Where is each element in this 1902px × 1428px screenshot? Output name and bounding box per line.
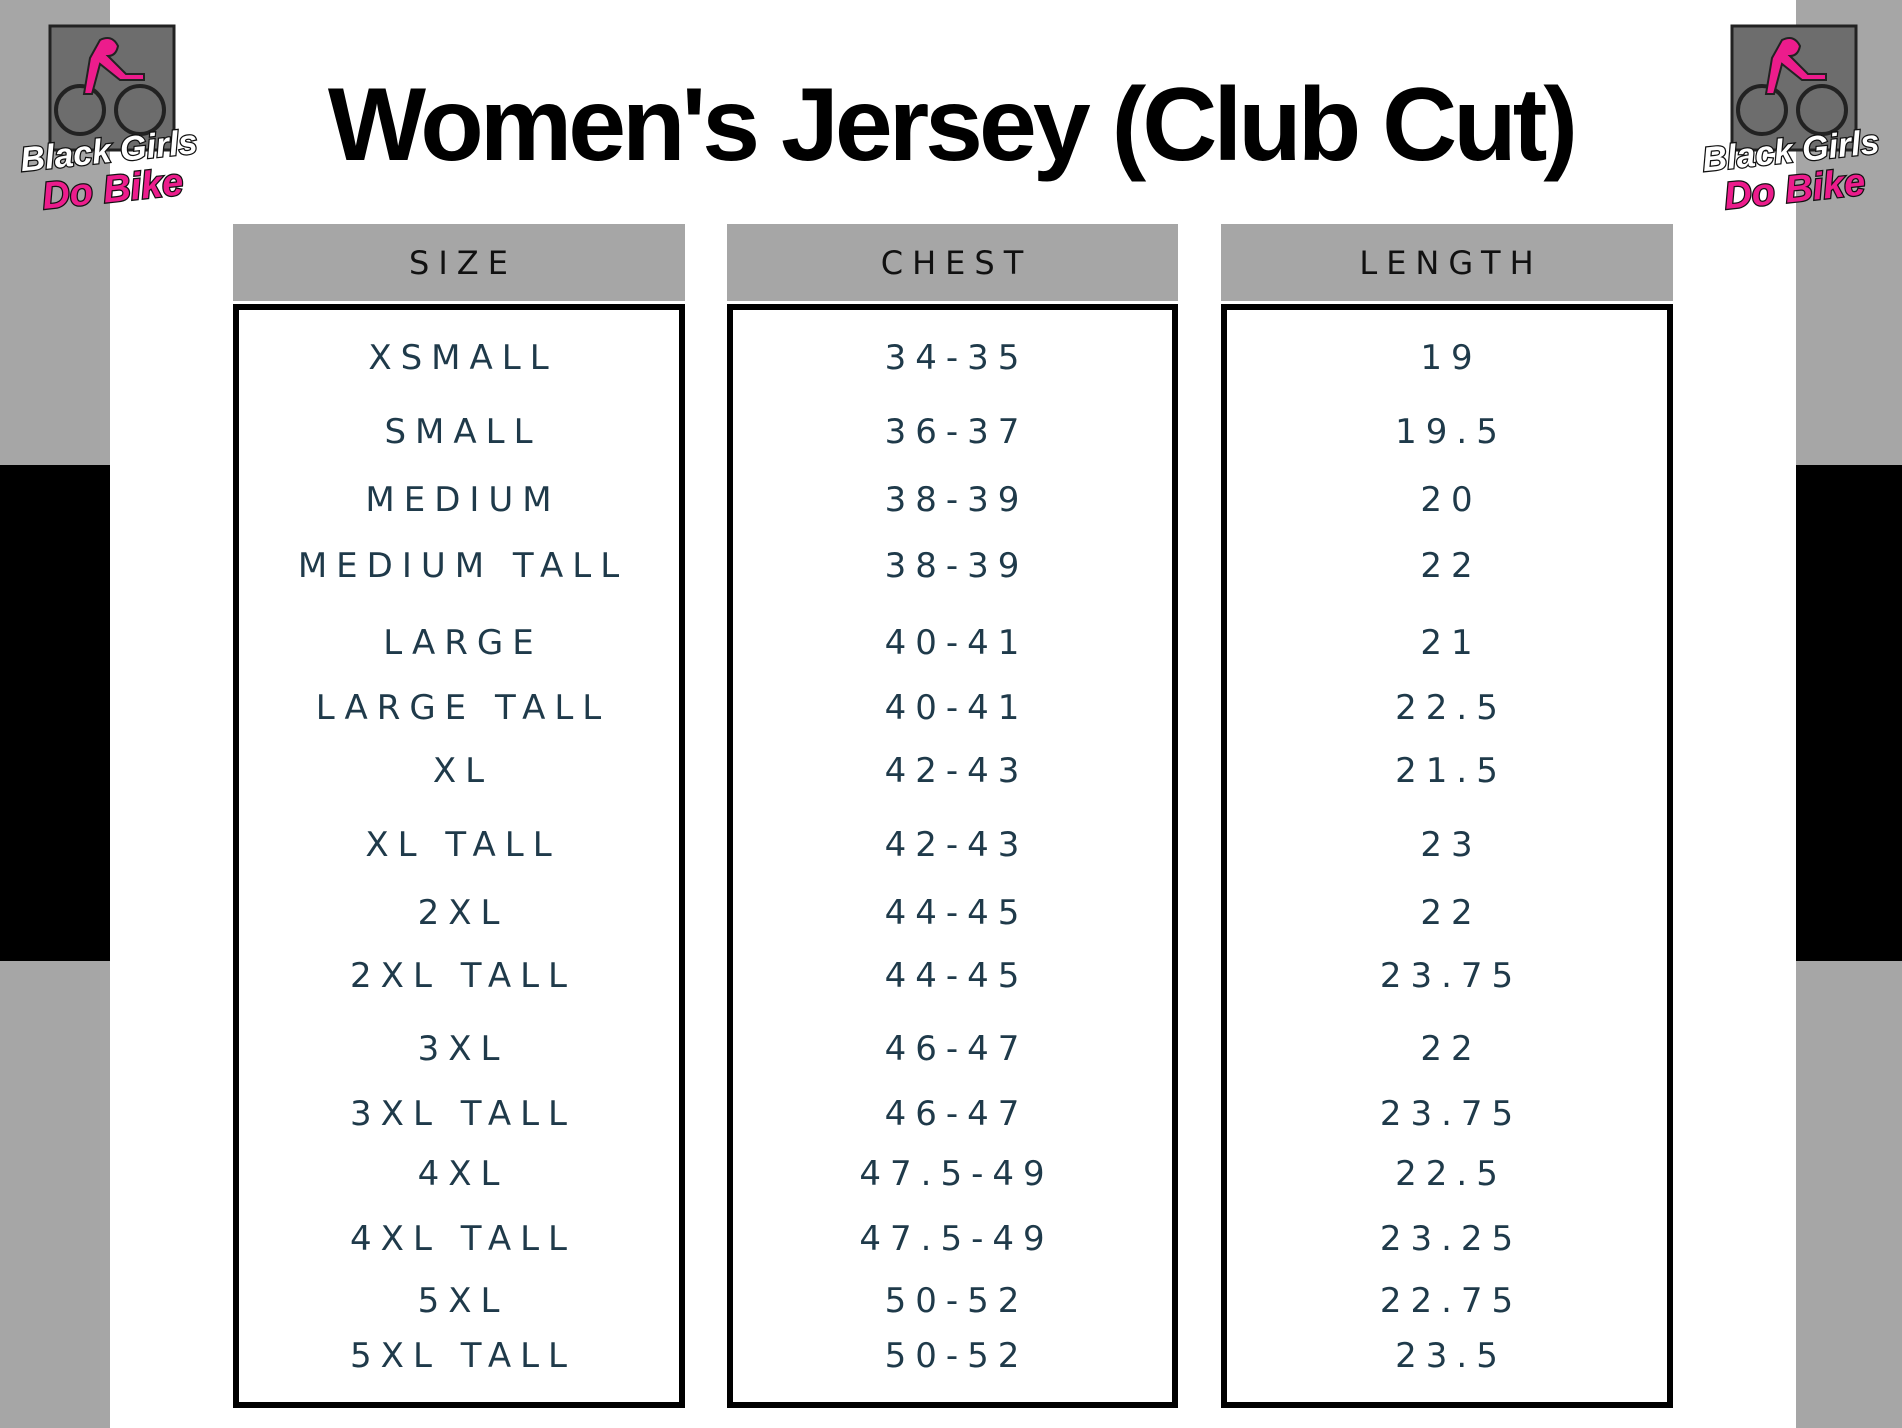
stripe — [1796, 961, 1902, 1428]
table-cell: MEDIUM — [365, 480, 560, 520]
column-box — [727, 304, 1178, 1408]
table-cell: XL TALL — [365, 825, 560, 865]
table-cell: XSMALL — [368, 338, 557, 378]
column-header: LENGTH — [1359, 244, 1542, 282]
table-cell: 19 — [1420, 338, 1481, 378]
table-cell: 23.25 — [1380, 1219, 1522, 1259]
logo-wheel — [1736, 84, 1788, 136]
table-cell: 23.5 — [1395, 1336, 1507, 1376]
table-cell: 22 — [1420, 546, 1481, 586]
table-cell: 2XL TALL — [350, 956, 576, 996]
table-cell: 44-45 — [885, 956, 1029, 996]
table-cell: 19.5 — [1395, 412, 1507, 452]
table-cell: 22.75 — [1380, 1281, 1522, 1321]
logo-wheel — [1796, 84, 1848, 136]
column-header: SIZE — [409, 244, 517, 282]
table-cell: 22.5 — [1395, 688, 1507, 728]
table-cell: 46-47 — [885, 1094, 1029, 1134]
table-cell: 23 — [1420, 825, 1481, 865]
table-cell: 21 — [1420, 623, 1481, 663]
table-cell: 46-47 — [885, 1029, 1029, 1069]
table-cell: 47.5-49 — [859, 1154, 1053, 1194]
column-header-bg — [727, 224, 1178, 301]
table-cell: 40-41 — [885, 688, 1029, 728]
column-box — [1221, 304, 1673, 1408]
table-cell: 3XL TALL — [350, 1094, 576, 1134]
table-cell: 3XL — [418, 1029, 509, 1069]
title: Women's Jersey (Club Cut) — [328, 67, 1574, 183]
table-cell: 50-52 — [885, 1281, 1029, 1321]
stripe — [1796, 465, 1902, 961]
table-cell: 22.5 — [1395, 1154, 1507, 1194]
table-cell: 38-39 — [885, 480, 1029, 520]
table-cell: LARGE TALL — [316, 688, 611, 728]
table-cell: 38-39 — [885, 546, 1029, 586]
logo-rider — [1764, 37, 1827, 95]
table-cell: 20 — [1420, 480, 1481, 520]
table-cell: XL — [433, 751, 493, 791]
table-cell: 47.5-49 — [859, 1219, 1053, 1259]
stripe — [0, 961, 110, 1428]
table-cell: 5XL TALL — [350, 1336, 576, 1376]
column-header-bg — [233, 224, 685, 301]
table-cell: MEDIUM TALL — [298, 546, 628, 586]
table-cell: 42-43 — [885, 825, 1029, 865]
table-cell: 44-45 — [885, 893, 1029, 933]
table-cell: 50-52 — [885, 1336, 1029, 1376]
table-cell: 4XL TALL — [350, 1219, 576, 1259]
table-cell: 23.75 — [1380, 956, 1522, 996]
table-cell: LARGE — [383, 623, 542, 663]
table-cell: 22 — [1420, 893, 1481, 933]
table-cell: 36-37 — [885, 412, 1029, 452]
table-cell: 34-35 — [885, 338, 1029, 378]
logo-wheel — [54, 84, 106, 136]
table-cell: 2XL — [418, 893, 509, 933]
column-box — [233, 304, 685, 1408]
stripe — [0, 465, 110, 961]
column-header: CHEST — [881, 244, 1032, 282]
table-cell: 42-43 — [885, 751, 1029, 791]
logo-wheel — [114, 84, 166, 136]
table-cell: SMALL — [384, 412, 541, 452]
table-cell: 5XL — [418, 1281, 509, 1321]
table-cell: 23.75 — [1380, 1094, 1522, 1134]
table-cell: 21.5 — [1395, 751, 1507, 791]
table-cell: 4XL — [418, 1154, 509, 1194]
logo-rider — [82, 37, 145, 95]
column-header-bg — [1221, 224, 1673, 301]
table-cell: 40-41 — [885, 623, 1029, 663]
table-cell: 22 — [1420, 1029, 1481, 1069]
